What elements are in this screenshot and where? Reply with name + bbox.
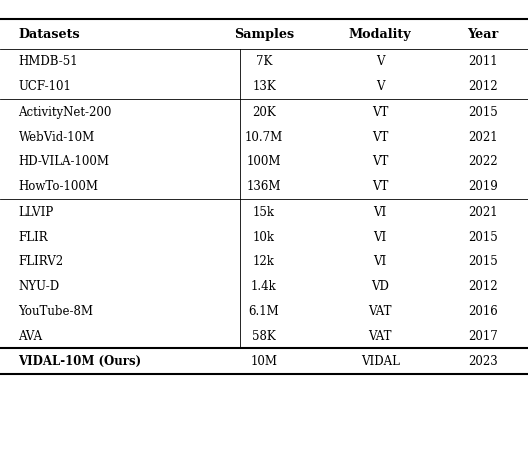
Text: 15k: 15k <box>253 206 275 219</box>
Text: VIDAL: VIDAL <box>361 355 400 368</box>
Text: 6.1M: 6.1M <box>249 305 279 318</box>
Text: 10k: 10k <box>253 230 275 244</box>
Text: 2012: 2012 <box>468 280 498 293</box>
Text: V: V <box>376 80 384 93</box>
Text: VIDAL-10M (Ours): VIDAL-10M (Ours) <box>18 355 142 368</box>
Text: YouTube-8M: YouTube-8M <box>18 305 93 318</box>
Text: UCF-101: UCF-101 <box>18 80 71 93</box>
Text: 58K: 58K <box>252 329 276 343</box>
Text: 2021: 2021 <box>468 130 498 144</box>
Text: 2016: 2016 <box>468 305 498 318</box>
Text: ActivityNet-200: ActivityNet-200 <box>18 106 112 119</box>
Text: VI: VI <box>373 230 387 244</box>
Text: 12k: 12k <box>253 255 275 268</box>
Text: 2019: 2019 <box>468 180 498 193</box>
Text: Datasets: Datasets <box>18 28 80 41</box>
Text: HMDB-51: HMDB-51 <box>18 55 78 69</box>
Text: VT: VT <box>372 130 389 144</box>
Text: 1.4k: 1.4k <box>251 280 277 293</box>
Text: Year: Year <box>467 28 499 41</box>
Text: HowTo-100M: HowTo-100M <box>18 180 99 193</box>
Text: FLIRV2: FLIRV2 <box>18 255 63 268</box>
Text: 7K: 7K <box>256 55 272 69</box>
Text: LLVIP: LLVIP <box>18 206 54 219</box>
Text: 2015: 2015 <box>468 106 498 119</box>
Text: 2017: 2017 <box>468 329 498 343</box>
Text: VI: VI <box>373 255 387 268</box>
Text: V: V <box>376 55 384 69</box>
Text: 10.7M: 10.7M <box>245 130 283 144</box>
Text: VD: VD <box>371 280 389 293</box>
Text: 2015: 2015 <box>468 255 498 268</box>
Text: 10M: 10M <box>250 355 278 368</box>
Text: 2021: 2021 <box>468 206 498 219</box>
Text: HD-VILA-100M: HD-VILA-100M <box>18 155 109 169</box>
Text: 13K: 13K <box>252 80 276 93</box>
Text: VT: VT <box>372 180 389 193</box>
Text: VAT: VAT <box>369 305 392 318</box>
Text: 2012: 2012 <box>468 80 498 93</box>
Text: VT: VT <box>372 155 389 169</box>
Text: FLIR: FLIR <box>18 230 48 244</box>
Text: VT: VT <box>372 106 389 119</box>
Text: AVA: AVA <box>18 329 43 343</box>
Text: 2022: 2022 <box>468 155 498 169</box>
Text: VI: VI <box>373 206 387 219</box>
Text: 2011: 2011 <box>468 55 498 69</box>
Text: Modality: Modality <box>349 28 411 41</box>
Text: 20K: 20K <box>252 106 276 119</box>
Text: VAT: VAT <box>369 329 392 343</box>
Text: Samples: Samples <box>234 28 294 41</box>
Text: 100M: 100M <box>247 155 281 169</box>
Text: WebVid-10M: WebVid-10M <box>18 130 95 144</box>
Text: NYU-D: NYU-D <box>18 280 60 293</box>
Text: 2023: 2023 <box>468 355 498 368</box>
Text: 2015: 2015 <box>468 230 498 244</box>
Text: 136M: 136M <box>247 180 281 193</box>
